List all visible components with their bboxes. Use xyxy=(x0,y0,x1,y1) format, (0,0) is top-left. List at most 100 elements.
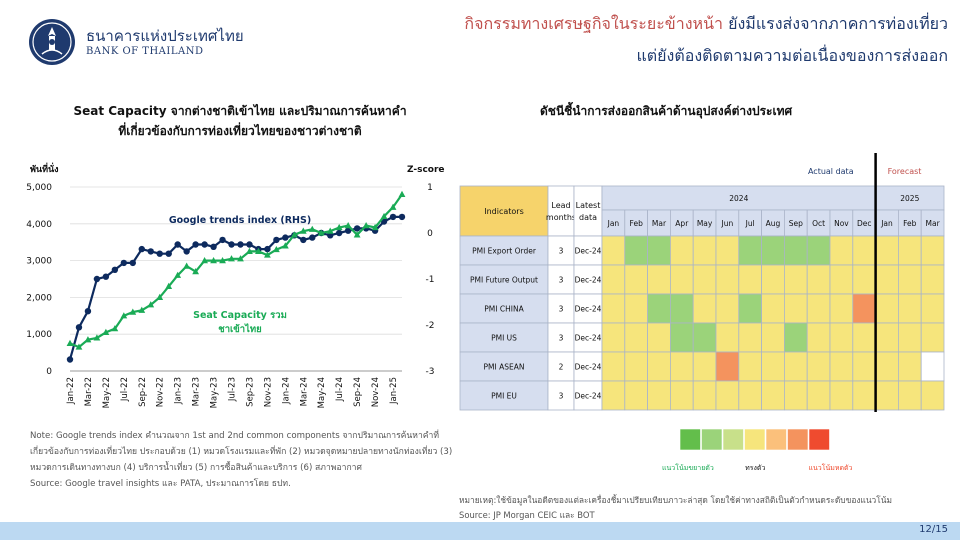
seat-capacity-point xyxy=(290,231,298,238)
seat-capacity-point xyxy=(264,251,271,258)
heat-cell xyxy=(829,322,854,353)
google-trends-point xyxy=(300,236,307,244)
google-trends-point xyxy=(389,213,397,221)
left-note: Note: Google trends index คำนวณจาก 1st a… xyxy=(30,428,460,492)
legend-swatch xyxy=(722,428,744,451)
heat-cell xyxy=(829,293,854,324)
google-trends-point xyxy=(147,248,154,255)
heat-cell xyxy=(806,235,831,266)
heat-cell xyxy=(852,264,876,295)
latest-cell xyxy=(573,322,603,353)
seat-capacity-point xyxy=(228,255,235,262)
legend-seat-capacity-line1: Seat Capacity รวม xyxy=(193,310,287,321)
year-2024-label: 2024 xyxy=(729,194,748,203)
google-trends-point xyxy=(156,250,163,257)
google-trends-point xyxy=(183,248,190,255)
heat-cell xyxy=(601,351,626,382)
lead-header-label-1: Lead xyxy=(551,201,570,210)
month-header-label: Mar xyxy=(652,219,667,228)
indicator-cell xyxy=(459,380,549,411)
seat-capacity-point xyxy=(201,257,208,264)
heat-cell xyxy=(692,235,717,266)
legend-expand-label: แนวโน้มขยายตัว xyxy=(662,463,714,472)
legend-stable-label: ทรงตัว xyxy=(745,464,765,472)
left-chart-title-line1: Seat Capacity จากต่างชาติเข้าไทย และปริม… xyxy=(73,104,407,118)
heat-cell xyxy=(806,380,831,411)
heat-cell xyxy=(669,322,694,353)
heat-cell xyxy=(715,322,740,353)
heat-cell xyxy=(783,351,808,382)
seat-capacity-point xyxy=(192,268,200,275)
heat-cell xyxy=(647,322,671,353)
legend-seat-capacity-line2: ชาเข้าไทย xyxy=(218,323,261,335)
indicator-label: PMI CHINA xyxy=(484,305,524,314)
heat-cell xyxy=(624,264,649,295)
heat-cell xyxy=(647,293,671,324)
x-tick-label: Jan-25 xyxy=(389,377,399,405)
google-trends-point xyxy=(165,250,172,257)
month-header-label: Jul xyxy=(745,219,755,228)
heat-cell xyxy=(875,293,899,324)
seat-capacity-point xyxy=(398,190,406,197)
legend-google-trends: Google trends index (RHS) xyxy=(169,215,311,226)
heat-cell xyxy=(738,293,762,324)
y-tick-label: 2,000 xyxy=(26,293,52,303)
month-header-label: Jun xyxy=(721,219,734,228)
footer-bar: 12/15 xyxy=(0,522,960,540)
seat-capacity-point xyxy=(389,203,397,210)
heat-cell xyxy=(761,293,785,324)
seat-capacity-point xyxy=(66,339,74,346)
x-tick-label: May-23 xyxy=(210,377,220,408)
heat-cell xyxy=(920,322,945,353)
seat-capacity-point xyxy=(362,222,370,229)
heat-cell xyxy=(624,351,649,382)
heat-cell xyxy=(624,235,649,266)
y-tick-label: 0 xyxy=(46,367,52,377)
seat-capacity-point xyxy=(84,336,92,343)
month-header-label: Apr xyxy=(675,219,689,228)
heat-cell xyxy=(738,235,762,266)
month-header-label: Jan xyxy=(607,219,620,228)
heat-cell xyxy=(692,293,717,324)
heat-cell xyxy=(669,264,694,295)
right-note: หมายเหตุ:ใช้ข้อมูลในอดีตของแต่ละเครื่องช… xyxy=(459,493,892,523)
seat-capacity-point xyxy=(156,293,164,300)
heat-cell xyxy=(761,322,785,353)
heat-cell xyxy=(920,264,945,295)
seat-capacity-point xyxy=(111,325,119,332)
heat-cell xyxy=(715,380,740,411)
latest-cell xyxy=(573,235,603,266)
latest-value: Dec-24 xyxy=(575,247,602,256)
seat-capacity-point xyxy=(246,247,253,254)
heat-cell xyxy=(897,293,922,324)
heat-cell xyxy=(669,235,694,266)
y2-tick-label: -2 xyxy=(426,321,435,331)
heat-cell xyxy=(738,264,762,295)
google-trends-point xyxy=(353,225,361,232)
heat-cell xyxy=(920,351,945,382)
y-tick-label: 1,000 xyxy=(26,330,52,340)
heat-cell xyxy=(669,293,694,324)
latest-header-cell xyxy=(573,185,603,237)
heat-cell xyxy=(852,351,876,382)
lead-value: 3 xyxy=(559,334,564,343)
heat-cell xyxy=(601,380,626,411)
heat-cell xyxy=(647,264,671,295)
lead-cell xyxy=(547,235,575,266)
heat-cell xyxy=(897,351,922,382)
heat-cell xyxy=(669,380,694,411)
y2-axis-title: Z-score xyxy=(407,165,445,175)
indicators-header-cell xyxy=(459,185,549,237)
right-source-text: Source: JP Morgan CEIC และ BOT xyxy=(459,510,595,520)
google-trends-point xyxy=(398,213,406,221)
x-tick-label: May-22 xyxy=(102,377,112,408)
heat-cell xyxy=(601,322,626,353)
heat-cell xyxy=(806,322,831,353)
x-tick-label: Sep-23 xyxy=(245,377,255,407)
seat-capacity-point xyxy=(75,343,83,350)
google-trends-point xyxy=(93,275,101,283)
legend-swatch xyxy=(765,428,787,451)
bank-name-en: BANK OF THAILAND xyxy=(86,46,204,57)
heat-cell xyxy=(715,293,740,324)
